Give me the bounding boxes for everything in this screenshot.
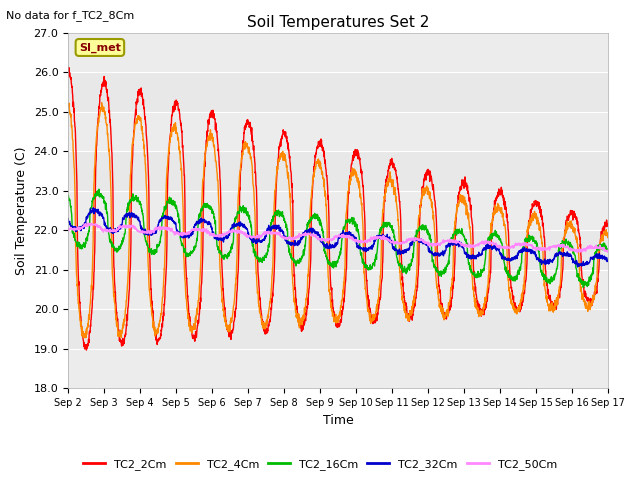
TC2_32Cm xyxy=(354,244,362,250)
TC2_4Cm xyxy=(604,232,612,238)
TC2_2Cm xyxy=(215,162,223,168)
Line: TC2_2Cm: TC2_2Cm xyxy=(68,68,608,350)
TC2_4Cm xyxy=(354,177,362,182)
TC2_16Cm xyxy=(354,228,362,234)
TC2_32Cm xyxy=(604,258,612,264)
TC2_2Cm xyxy=(366,305,374,311)
Text: No data for f_TC2_8Cm: No data for f_TC2_8Cm xyxy=(6,10,134,21)
TC2_2Cm xyxy=(557,281,564,287)
TC2_4Cm xyxy=(572,236,580,241)
TC2_50Cm xyxy=(84,220,92,226)
TC2_4Cm xyxy=(215,218,223,224)
TC2_16Cm xyxy=(572,257,579,263)
TC2_16Cm xyxy=(495,236,503,242)
TC2_32Cm xyxy=(215,235,223,240)
TC2_50Cm xyxy=(557,243,564,249)
TC2_2Cm xyxy=(354,156,362,162)
X-axis label: Time: Time xyxy=(323,414,353,427)
TC2_16Cm xyxy=(557,245,564,251)
TC2_2Cm xyxy=(604,223,612,228)
TC2_32Cm xyxy=(573,264,581,270)
TC2_16Cm xyxy=(215,247,223,252)
TC2_50Cm xyxy=(64,226,72,232)
TC2_2Cm xyxy=(495,191,503,197)
TC2_16Cm xyxy=(95,186,103,192)
TC2_16Cm xyxy=(604,246,612,252)
Bar xyxy=(68,270,608,309)
Legend: TC2_2Cm, TC2_4Cm, TC2_16Cm, TC2_32Cm, TC2_50Cm: TC2_2Cm, TC2_4Cm, TC2_16Cm, TC2_32Cm, TC… xyxy=(79,455,561,474)
TC2_4Cm xyxy=(495,208,503,214)
TC2_4Cm xyxy=(64,102,72,108)
Line: TC2_16Cm: TC2_16Cm xyxy=(68,189,608,288)
TC2_50Cm xyxy=(215,234,223,240)
TC2_2Cm xyxy=(572,214,580,219)
Title: Soil Temperatures Set 2: Soil Temperatures Set 2 xyxy=(247,15,429,30)
Bar xyxy=(68,349,608,388)
TC2_50Cm xyxy=(365,238,373,244)
TC2_2Cm xyxy=(83,347,90,353)
TC2_2Cm xyxy=(65,65,73,71)
TC2_32Cm xyxy=(365,245,373,251)
Bar xyxy=(68,112,608,151)
TC2_4Cm xyxy=(81,335,89,341)
TC2_32Cm xyxy=(557,251,564,256)
Line: TC2_4Cm: TC2_4Cm xyxy=(68,103,608,338)
TC2_16Cm xyxy=(579,285,587,290)
Line: TC2_50Cm: TC2_50Cm xyxy=(68,223,608,252)
TC2_4Cm xyxy=(98,100,106,106)
Line: TC2_32Cm: TC2_32Cm xyxy=(68,208,608,267)
TC2_50Cm xyxy=(573,250,581,255)
TC2_16Cm xyxy=(365,267,373,273)
Text: SI_met: SI_met xyxy=(79,42,121,53)
Bar xyxy=(68,33,608,72)
TC2_50Cm xyxy=(495,242,503,248)
TC2_4Cm xyxy=(557,275,564,280)
TC2_50Cm xyxy=(354,239,362,245)
TC2_32Cm xyxy=(495,248,503,253)
TC2_32Cm xyxy=(572,259,579,264)
TC2_2Cm xyxy=(64,65,72,71)
Y-axis label: Soil Temperature (C): Soil Temperature (C) xyxy=(15,146,28,275)
TC2_32Cm xyxy=(64,216,72,222)
TC2_50Cm xyxy=(572,248,579,253)
TC2_32Cm xyxy=(90,205,97,211)
TC2_4Cm xyxy=(366,316,374,322)
Bar xyxy=(68,191,608,230)
TC2_16Cm xyxy=(64,193,72,199)
TC2_50Cm xyxy=(604,249,612,254)
